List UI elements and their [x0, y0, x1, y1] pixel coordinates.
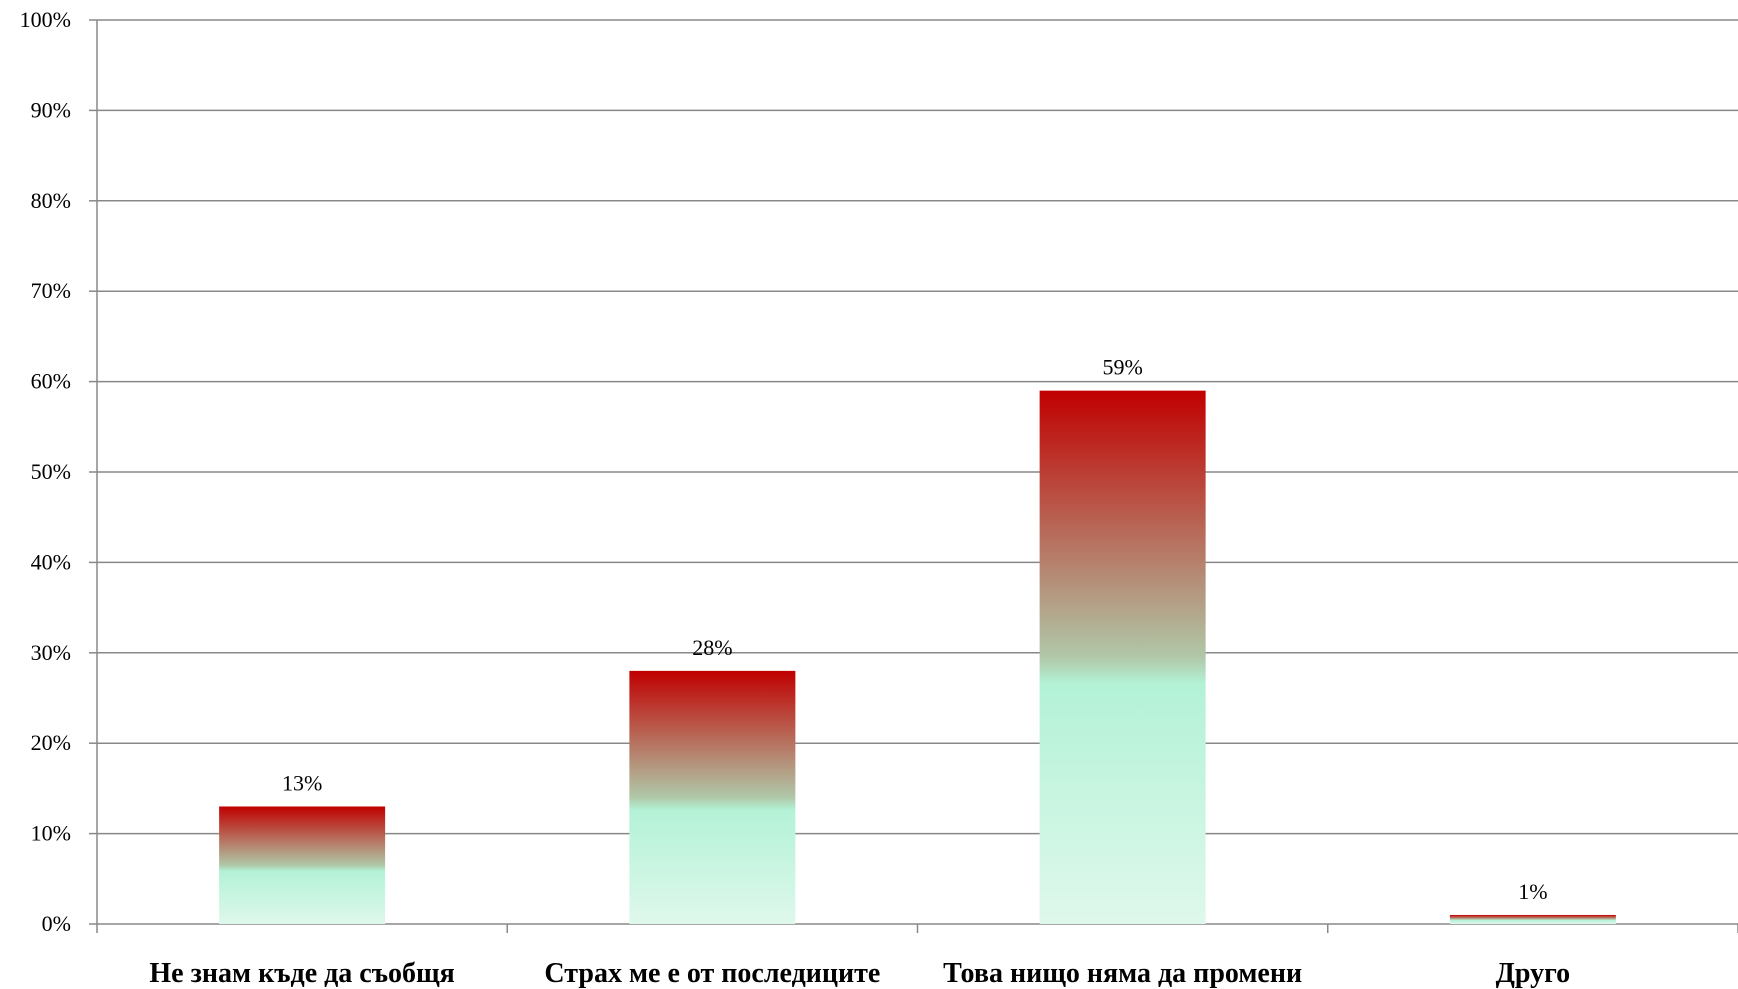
axes [89, 19, 1738, 933]
y-tick-label: 30% [31, 640, 71, 665]
y-axis-tick-labels: 0% 10% 20% 30% 40% 50% 60% 70% 80% 90% 100% [20, 7, 71, 936]
y-tick-label: 50% [31, 459, 71, 484]
category-label: Това нищо няма да промени [943, 958, 1302, 989]
y-tick-label: 0% [42, 911, 71, 936]
bar [1449, 914, 1616, 924]
data-label: 28% [692, 635, 732, 660]
y-tick-label: 80% [31, 188, 71, 213]
x-axis-category-labels: Не знам къде да съобщя Страх ме е от посл… [149, 958, 1570, 989]
y-tick-label: 70% [31, 278, 71, 303]
category-label: Друго [1496, 958, 1570, 989]
bar [629, 670, 796, 924]
y-tick-label: 90% [31, 97, 71, 122]
bar [219, 806, 386, 924]
category-label: Не знам къде да съобщя [149, 958, 454, 989]
data-labels: 13% 28% 59% 1% [282, 355, 1548, 904]
data-label: 59% [1102, 355, 1142, 380]
data-label: 1% [1518, 879, 1547, 904]
bars [219, 390, 1616, 924]
category-label: Страх ме е от последиците [544, 958, 880, 989]
y-tick-label: 40% [31, 549, 71, 574]
y-tick-label: 60% [31, 369, 71, 394]
data-label: 13% [282, 770, 322, 795]
y-tick-label: 10% [31, 821, 71, 846]
y-tick-label: 100% [20, 7, 71, 32]
gridlines [97, 19, 1738, 835]
bar [1039, 390, 1206, 924]
y-tick-label: 20% [31, 730, 71, 755]
